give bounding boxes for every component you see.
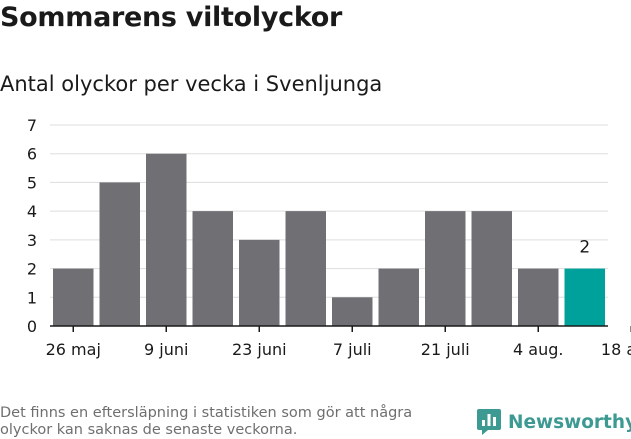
footnote: Det finns en eftersläpning i statistiken…	[0, 405, 413, 438]
bar	[471, 211, 512, 326]
y-tick-label: 7	[27, 116, 37, 135]
bar	[99, 182, 140, 326]
bar	[332, 297, 373, 326]
y-tick-label: 3	[27, 231, 37, 250]
bar	[425, 211, 466, 326]
x-tick-label: 4 aug.	[513, 340, 563, 359]
brand-name: Newsworthy	[508, 411, 631, 433]
bar-highlighted	[564, 268, 605, 326]
x-tick-label: 7 juli	[333, 340, 372, 359]
y-tick-label: 0	[27, 317, 37, 336]
bar	[53, 268, 94, 326]
y-axis-tick-labels: 0 1 2 3 4 5 6 7	[27, 116, 37, 336]
x-tick-label: 26 maj	[46, 340, 101, 359]
x-tick-label: 18 aug.	[601, 340, 631, 359]
chart-subtitle: Antal olyckor per vecka i Svenljunga	[0, 72, 383, 96]
gridlines	[50, 124, 608, 298]
x-tick-label: 9 juni	[144, 340, 188, 359]
y-tick-label: 6	[27, 145, 37, 164]
bar	[518, 268, 559, 326]
data-labels: 2	[579, 238, 590, 258]
bar	[192, 211, 233, 326]
y-tick-label: 4	[27, 202, 37, 221]
x-tick-label: 23 juni	[232, 340, 287, 359]
x-tick-label: 21 juli	[421, 340, 470, 359]
bar	[146, 153, 187, 326]
bars	[53, 153, 605, 326]
bar	[239, 239, 280, 326]
bar	[378, 268, 419, 326]
bar-chart: 0 1 2 3 4 5 6 7 26 maj 9 juni 23 juni 7 juli 21 jul…	[27, 116, 631, 359]
newsworthy-logo-icon	[477, 409, 501, 435]
chart-title: Sommarens viltolyckor	[0, 2, 343, 33]
y-tick-label: 5	[27, 173, 37, 192]
brand-logo[interactable]: Newsworthy	[476, 408, 631, 436]
y-tick-label: 1	[27, 288, 37, 307]
bar	[285, 211, 326, 326]
y-tick-label: 2	[27, 260, 37, 279]
x-axis-tick-labels: 26 maj 9 juni 23 juni 7 juli 21 juli 4 aug. 18…	[46, 326, 631, 359]
data-label: 2	[579, 238, 590, 258]
